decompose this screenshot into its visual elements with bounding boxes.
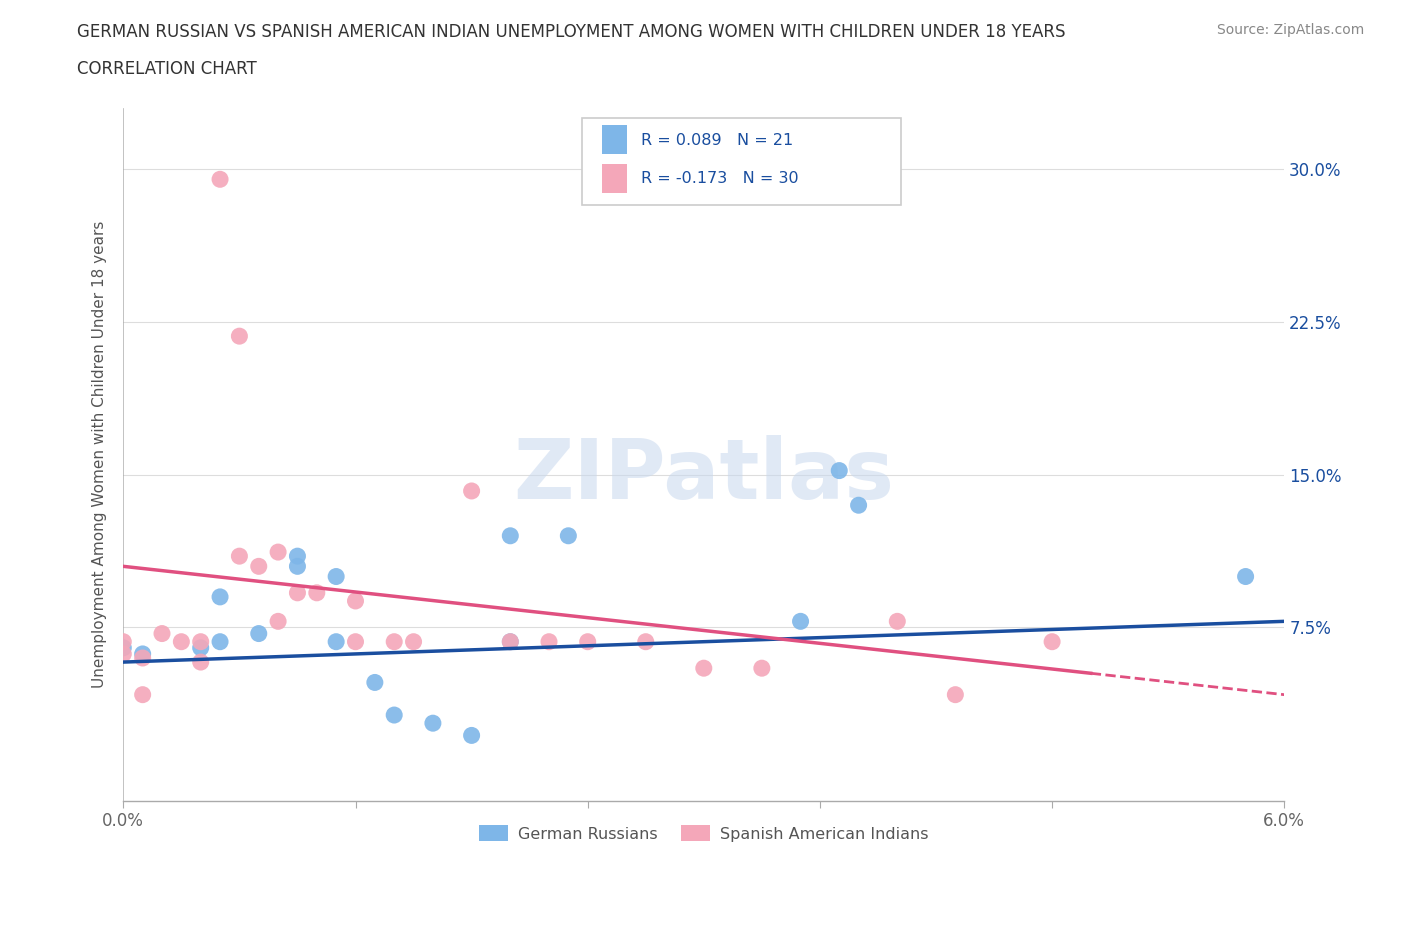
Legend: German Russians, Spanish American Indians: German Russians, Spanish American Indian…	[472, 818, 935, 848]
Point	[131, 646, 153, 661]
Text: ZIPatlas: ZIPatlas	[513, 434, 894, 515]
Point	[576, 634, 599, 649]
Point	[267, 545, 290, 560]
Point	[422, 716, 444, 731]
Point	[209, 634, 232, 649]
Text: Source: ZipAtlas.com: Source: ZipAtlas.com	[1216, 23, 1364, 37]
Point	[557, 528, 579, 543]
Point	[460, 484, 482, 498]
Point	[190, 634, 212, 649]
Point	[828, 463, 851, 478]
Point	[848, 498, 870, 512]
Point	[1040, 634, 1063, 649]
Point	[382, 634, 405, 649]
Point	[402, 634, 425, 649]
Point	[247, 626, 270, 641]
Point	[1234, 569, 1257, 584]
Point	[287, 549, 309, 564]
Text: R = -0.173   N = 30: R = -0.173 N = 30	[641, 171, 799, 186]
Point	[228, 549, 250, 564]
Point	[209, 590, 232, 604]
Point	[287, 559, 309, 574]
Point	[131, 651, 153, 666]
Point	[209, 172, 232, 187]
Point	[693, 660, 716, 675]
Text: GERMAN RUSSIAN VS SPANISH AMERICAN INDIAN UNEMPLOYMENT AMONG WOMEN WITH CHILDREN: GERMAN RUSSIAN VS SPANISH AMERICAN INDIA…	[77, 23, 1066, 41]
Point	[131, 687, 153, 702]
Point	[943, 687, 966, 702]
Point	[247, 559, 270, 574]
Point	[228, 328, 250, 343]
Point	[325, 634, 347, 649]
Point	[305, 585, 328, 600]
Point	[287, 585, 309, 600]
FancyBboxPatch shape	[602, 164, 627, 193]
Point	[789, 614, 811, 629]
Point	[150, 626, 173, 641]
Point	[460, 728, 482, 743]
Point	[344, 593, 367, 608]
Y-axis label: Unemployment Among Women with Children Under 18 years: Unemployment Among Women with Children U…	[93, 220, 107, 688]
Point	[499, 528, 522, 543]
Point	[112, 646, 135, 661]
Text: R = 0.089   N = 21: R = 0.089 N = 21	[641, 133, 793, 148]
Point	[364, 675, 387, 690]
Point	[499, 634, 522, 649]
FancyBboxPatch shape	[602, 125, 627, 154]
Point	[112, 634, 135, 649]
Point	[751, 660, 773, 675]
Point	[190, 655, 212, 670]
Point	[267, 614, 290, 629]
Text: CORRELATION CHART: CORRELATION CHART	[77, 60, 257, 78]
Point	[886, 614, 908, 629]
Point	[112, 641, 135, 656]
Point	[344, 634, 367, 649]
Point	[325, 569, 347, 584]
Point	[537, 634, 560, 649]
Point	[382, 708, 405, 723]
FancyBboxPatch shape	[582, 118, 901, 205]
Point	[170, 634, 193, 649]
Point	[190, 641, 212, 656]
Point	[499, 634, 522, 649]
Point	[634, 634, 657, 649]
